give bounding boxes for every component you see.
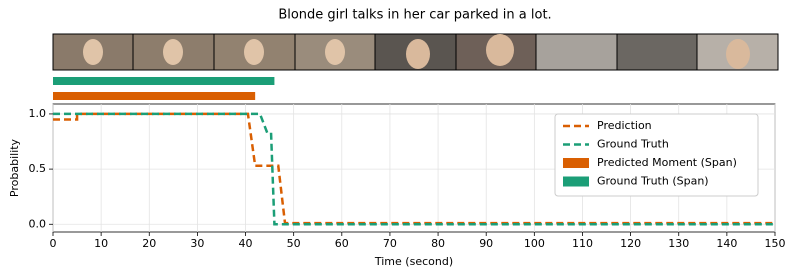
y-tick-label: 0.0 — [29, 217, 47, 230]
legend-label: Ground Truth (Span) — [597, 175, 709, 188]
x-tick-label: 130 — [668, 237, 689, 250]
x-tick-label: 90 — [479, 237, 493, 250]
face — [406, 39, 430, 69]
face — [325, 39, 345, 65]
face — [83, 39, 103, 65]
x-tick-label: 20 — [142, 237, 156, 250]
frame — [535, 33, 618, 71]
face — [486, 34, 514, 66]
y-axis-label: Probability — [8, 138, 21, 197]
x-tick-label: 70 — [383, 237, 397, 250]
x-tick-label: 140 — [716, 237, 737, 250]
filmstrip — [52, 33, 779, 71]
chart-title: Blonde girl talks in her car parked in a… — [278, 8, 551, 23]
face — [163, 39, 183, 65]
line — [53, 112, 775, 225]
legend-box — [554, 113, 759, 197]
face — [244, 39, 264, 65]
y-tick-label: 1.0 — [29, 107, 47, 120]
legend-swatch — [563, 158, 589, 168]
x-tick-label: 60 — [335, 237, 349, 250]
y-tick-label: 0.5 — [29, 162, 47, 175]
legend-label: Ground Truth — [597, 138, 669, 151]
x-tick-label: 0 — [50, 237, 57, 250]
legend-label: Predicted Moment (Span) — [597, 156, 737, 169]
x-tick-label: 120 — [620, 237, 641, 250]
legend-swatch — [563, 176, 589, 187]
x-tick-label: 100 — [524, 237, 545, 250]
span-bar — [53, 92, 256, 100]
x-tick-label: 30 — [190, 237, 204, 250]
x-tick-label: 10 — [94, 237, 108, 250]
span-bar — [53, 77, 275, 85]
x-tick-label: 50 — [287, 237, 301, 250]
legend-label: Prediction — [597, 119, 652, 132]
frame — [616, 33, 698, 71]
x-axis-label: Time (second) — [374, 255, 453, 268]
x-tick-label: 110 — [572, 237, 593, 250]
face — [726, 39, 750, 69]
x-tick-label: 40 — [239, 237, 253, 250]
x-tick-label: 80 — [431, 237, 445, 250]
x-tick-label: 150 — [765, 237, 786, 250]
